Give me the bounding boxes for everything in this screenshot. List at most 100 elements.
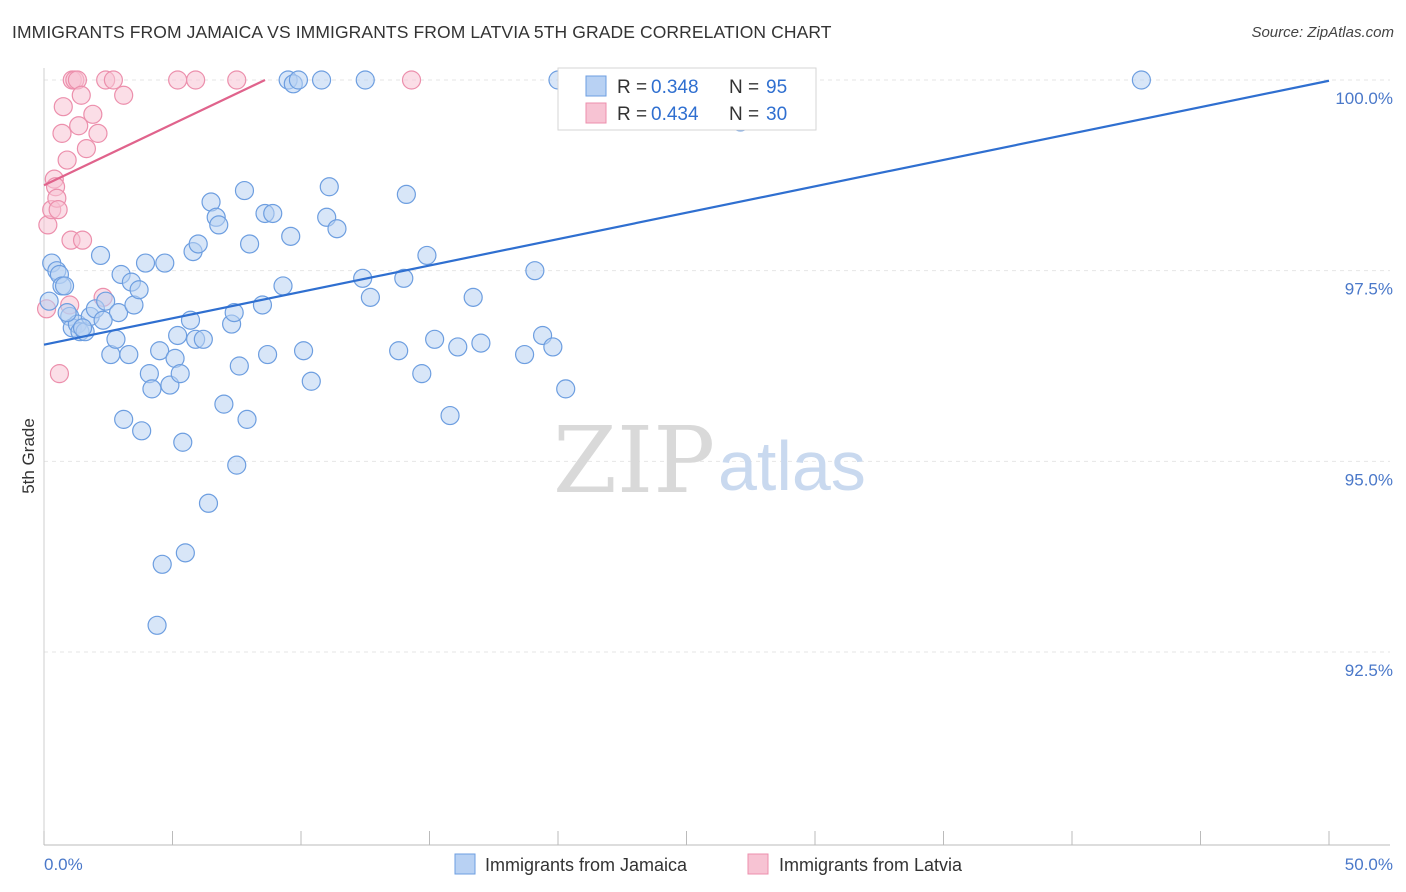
stats-r-value-latvia: 0.434 <box>651 104 699 125</box>
jamaica-point-50 <box>227 455 247 475</box>
jamaica-point-93 <box>93 310 113 330</box>
stats-box: R = 0.348 N = 95 R = 0.434 N = 30 <box>557 67 817 131</box>
jamaica-point-83 <box>514 344 535 365</box>
latvia-point-29 <box>401 70 422 90</box>
jamaica-point-20 <box>119 344 139 365</box>
jamaica-point-49 <box>224 303 244 323</box>
jamaica-point-53 <box>237 409 257 429</box>
jamaica-point-66 <box>311 70 332 90</box>
latvia-point-21 <box>88 123 108 143</box>
y-tick-label-3: 92.5% <box>1345 661 1393 680</box>
jamaica-point-69 <box>327 219 347 239</box>
jamaica-point-14 <box>96 291 116 311</box>
jamaica-point-92 <box>72 318 93 338</box>
jamaica-point-72 <box>360 287 380 307</box>
jamaica-point-24 <box>132 421 152 441</box>
stats-n-label-latvia: N = <box>729 104 759 125</box>
jamaica-point-94 <box>57 303 77 323</box>
jamaica-point-84 <box>525 261 545 281</box>
latvia-point-25 <box>114 85 134 105</box>
jamaica-point-64 <box>293 341 314 361</box>
legend-swatch-jamaica <box>454 853 476 875</box>
jamaica-point-74 <box>394 268 414 288</box>
jamaica-point-41 <box>188 234 208 254</box>
latvia-trend-line <box>43 79 266 187</box>
jamaica-trend-line <box>43 79 1330 346</box>
latvia-point-24 <box>103 70 123 90</box>
latvia-point-28 <box>227 70 247 90</box>
axes <box>43 68 1390 846</box>
jamaica-point-16 <box>106 329 126 349</box>
jamaica-point-25 <box>135 253 156 273</box>
jamaica-point-5 <box>54 276 75 296</box>
watermark: ZIP atlas <box>553 407 866 514</box>
stats-n-value-jamaica: 95 <box>766 77 787 98</box>
jamaica-point-58 <box>263 203 283 224</box>
jamaica-point-68 <box>319 177 339 197</box>
tick-labels: 100.0% 97.5% 95.0% 92.5% 0.0% 50.0% <box>43 89 1393 874</box>
source-label: Source: ZipAtlas.com <box>1251 24 1394 41</box>
latvia-point-7 <box>49 364 70 384</box>
jamaica-point-17 <box>108 303 129 323</box>
jamaica-point-88 <box>556 379 576 399</box>
jamaica-point-27 <box>142 379 162 399</box>
jamaica-point-29 <box>150 341 170 361</box>
jamaica-point-31 <box>155 253 175 273</box>
latvia-points <box>36 70 422 384</box>
latvia-point-18 <box>72 230 93 250</box>
y-axis-label: 5th Grade <box>19 418 38 494</box>
jamaica-point-86 <box>543 337 563 357</box>
latvia-point-27 <box>186 70 206 90</box>
latvia-point-10 <box>57 150 77 170</box>
jamaica-point-63 <box>288 70 309 90</box>
jamaica-point-57 <box>257 344 278 365</box>
jamaica-point-19 <box>114 409 134 429</box>
jamaica-points <box>39 70 1151 635</box>
jamaica-point-71 <box>355 70 375 90</box>
latvia-point-17 <box>71 85 91 105</box>
stats-n-value-latvia: 30 <box>766 104 787 125</box>
jamaica-point-42 <box>193 329 213 349</box>
jamaica-point-75 <box>396 184 416 204</box>
jamaica-point-73 <box>389 341 409 361</box>
jamaica-point-77 <box>417 245 437 266</box>
latvia-point-16 <box>69 116 89 136</box>
jamaica-point-37 <box>175 543 195 563</box>
jamaica-point-79 <box>440 405 460 426</box>
stats-r-label-jamaica: R = <box>617 77 647 98</box>
jamaica-point-35 <box>170 364 190 384</box>
stats-r-value-jamaica: 0.348 <box>651 77 699 98</box>
stats-n-label-jamaica: N = <box>729 77 759 98</box>
jamaica-point-59 <box>273 276 293 296</box>
x-tick-label-0: 0.0% <box>44 855 83 874</box>
legend-label-latvia: Immigrants from Latvia <box>779 855 963 875</box>
jamaica-point-54 <box>240 234 260 254</box>
y-tick-label-2: 95.0% <box>1345 470 1393 489</box>
watermark-atlas: atlas <box>718 427 866 505</box>
latvia-point-19 <box>76 139 97 159</box>
legend-label-jamaica: Immigrants from Jamaica <box>485 855 688 875</box>
jamaica-point-34 <box>168 325 188 346</box>
latvia-point-26 <box>168 70 188 90</box>
jamaica-point-82 <box>471 333 491 353</box>
jamaica-point-30 <box>152 554 172 574</box>
jamaica-point-81 <box>463 287 483 307</box>
latvia-point-6 <box>48 200 68 220</box>
jamaica-point-51 <box>229 356 249 376</box>
stats-swatch-latvia <box>585 102 607 124</box>
jamaica-point-43 <box>198 493 219 513</box>
jamaica-point-91 <box>1131 70 1151 90</box>
jamaica-point-47 <box>214 394 234 414</box>
jamaica-point-23 <box>129 280 149 300</box>
jamaica-point-46 <box>209 215 229 235</box>
jamaica-point-80 <box>448 337 468 357</box>
y-tick-label-1: 97.5% <box>1345 280 1393 299</box>
legend: Immigrants from Jamaica Immigrants from … <box>454 853 963 875</box>
jamaica-point-76 <box>412 364 432 384</box>
legend-swatch-latvia <box>747 853 769 875</box>
chart-title: IMMIGRANTS FROM JAMAICA VS IMMIGRANTS FR… <box>12 22 832 42</box>
stats-r-label-latvia: R = <box>617 104 647 125</box>
stats-swatch-jamaica <box>585 75 607 97</box>
latvia-point-20 <box>83 104 103 124</box>
